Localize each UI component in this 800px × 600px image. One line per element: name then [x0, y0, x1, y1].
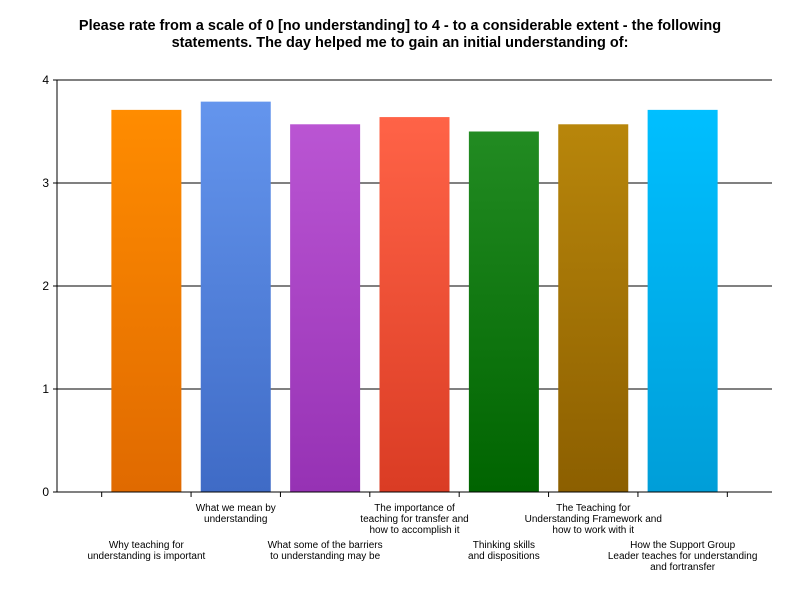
- bar: [468, 131, 539, 492]
- bar: [200, 101, 271, 492]
- y-tick-label: 4: [42, 73, 49, 87]
- axis-layer: 0 1 2 3 4: [42, 73, 772, 499]
- y-tick-label: 3: [42, 176, 49, 190]
- bar: [647, 109, 718, 493]
- y-tick-label: 0: [42, 485, 49, 499]
- bar: [290, 124, 361, 492]
- bar: [558, 124, 629, 492]
- category-label: What we mean by understanding: [196, 503, 276, 525]
- category-label: The Teaching for Understanding Framework …: [525, 503, 662, 536]
- chart-title-line-2: statements. The day helped me to gain an…: [171, 35, 629, 51]
- chart-title-line-1: Please rate from a scale of 0 [no unders…: [78, 18, 722, 34]
- category-label: Why teaching for understanding is importa…: [87, 540, 205, 562]
- category-label: How the Support Group Leader teaches for …: [608, 540, 758, 573]
- label-layer: Why teaching for understanding is importa…: [87, 503, 757, 573]
- bar: [111, 109, 182, 493]
- bar-layer: [111, 101, 718, 493]
- y-tick-label: 2: [42, 279, 49, 293]
- category-label: The importance of teaching for transfer a…: [360, 503, 468, 536]
- bar: [379, 117, 450, 492]
- category-label: What some of the barriers to understandin…: [268, 540, 383, 562]
- y-tick-label: 1: [42, 382, 49, 396]
- category-label: Thinking skills and dispositions: [468, 540, 540, 562]
- chart-title: Please rate from a scale of 0 [no unders…: [40, 18, 760, 52]
